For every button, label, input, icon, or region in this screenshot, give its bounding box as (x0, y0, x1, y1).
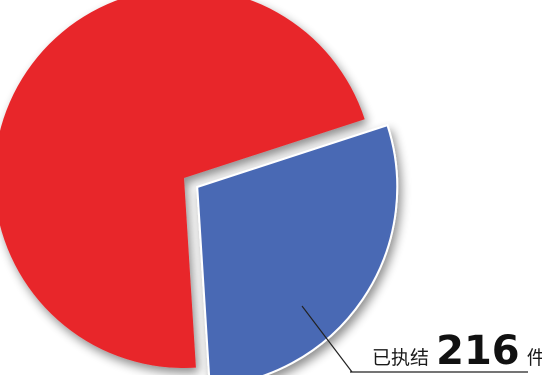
annotation-unit: 件 (527, 347, 542, 369)
annotation-value: 216 (436, 328, 520, 374)
pie-slice-executed (196, 123, 399, 375)
pie-slices (0, 0, 399, 375)
annotation-label: 已执结 216 件 (372, 328, 542, 374)
pie-slice-remaining (0, 0, 365, 368)
annotation-prefix: 已执结 (372, 347, 429, 369)
annotation-leader-line (301, 305, 353, 373)
